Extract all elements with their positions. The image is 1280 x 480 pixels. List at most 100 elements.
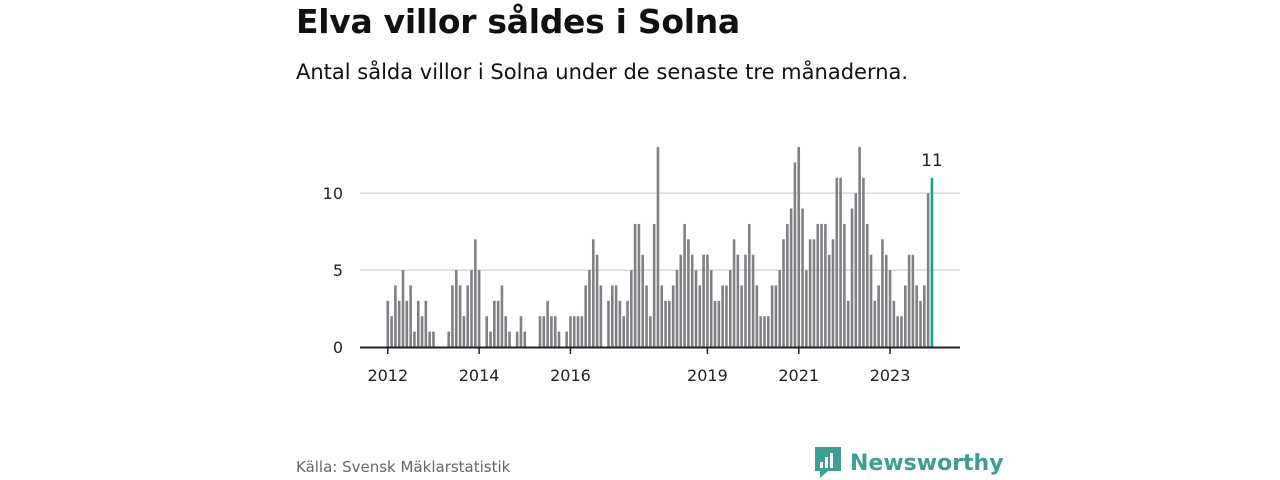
bar	[850, 208, 854, 347]
bar	[591, 239, 595, 347]
chart-title: Elva villor såldes i Solna	[296, 2, 740, 41]
bar	[428, 331, 431, 347]
bar	[477, 270, 481, 347]
bar	[420, 316, 424, 347]
bar	[550, 316, 553, 347]
bar	[660, 285, 664, 347]
bar	[702, 254, 705, 347]
bar	[485, 316, 489, 347]
bar	[645, 285, 648, 347]
bar	[679, 254, 683, 347]
bar	[607, 300, 610, 347]
bar	[923, 285, 926, 347]
bar	[390, 316, 393, 347]
bar	[668, 300, 671, 347]
bar	[504, 316, 508, 347]
bar	[820, 223, 823, 347]
bar	[588, 270, 591, 347]
bar	[630, 270, 633, 347]
bar	[763, 316, 766, 347]
bar	[839, 177, 842, 347]
bar	[926, 193, 930, 347]
bar	[405, 300, 409, 347]
bar	[622, 316, 626, 347]
bar	[915, 285, 918, 347]
bar	[835, 177, 839, 347]
bar	[671, 285, 675, 347]
newsworthy-logo[interactable]: Newsworthy	[814, 446, 1004, 480]
newsworthy-logo-icon	[815, 447, 841, 478]
bar	[432, 331, 435, 347]
bar	[523, 331, 527, 347]
bar	[877, 285, 880, 347]
bar	[881, 239, 884, 347]
bar	[888, 270, 892, 347]
bar	[466, 285, 470, 347]
bar	[576, 316, 580, 347]
bar	[782, 239, 785, 347]
bar	[409, 285, 412, 347]
bar	[884, 254, 888, 347]
highlight-bar	[930, 177, 934, 347]
bar	[553, 316, 557, 347]
bar	[721, 285, 724, 347]
bar	[508, 331, 511, 347]
bar	[675, 270, 679, 347]
bar	[728, 270, 732, 347]
bar	[580, 316, 584, 347]
bar	[542, 316, 546, 347]
bar	[767, 316, 770, 347]
bar	[786, 223, 789, 347]
bar	[759, 316, 762, 347]
bar	[565, 331, 568, 347]
bar	[618, 300, 622, 347]
bar	[907, 254, 911, 347]
bar	[649, 316, 652, 347]
bar	[736, 254, 740, 347]
bar	[690, 254, 694, 347]
bar	[846, 300, 850, 347]
bar	[489, 331, 492, 347]
bar	[496, 300, 500, 347]
bar	[744, 254, 747, 347]
bar	[805, 270, 808, 347]
bar	[462, 316, 466, 347]
bar	[858, 147, 861, 347]
bar	[470, 270, 473, 347]
bar	[610, 285, 614, 347]
x-tick-label: 2021	[778, 366, 819, 385]
highlight-label: 11	[921, 151, 943, 171]
bar	[626, 300, 629, 347]
bar	[854, 193, 858, 347]
bar	[397, 300, 401, 347]
bar	[454, 270, 458, 347]
bar	[447, 331, 450, 347]
bar	[413, 331, 416, 347]
bar	[808, 239, 812, 347]
bar	[713, 300, 717, 347]
bar	[652, 223, 656, 347]
x-tick-label: 2012	[367, 366, 408, 385]
bar	[903, 285, 907, 347]
bar	[797, 147, 801, 347]
bar	[641, 254, 645, 347]
bar	[599, 285, 603, 347]
bar	[911, 254, 915, 347]
bar	[827, 254, 831, 347]
bar	[584, 285, 587, 347]
bar	[793, 162, 797, 347]
y-tick-label: 0	[333, 338, 343, 357]
bar	[424, 300, 428, 347]
brand-name: Newsworthy	[850, 450, 1004, 476]
bar	[740, 285, 743, 347]
bar	[709, 270, 713, 347]
bar	[873, 300, 877, 347]
bar	[812, 239, 816, 347]
bar	[694, 270, 698, 347]
bar	[892, 300, 896, 347]
bar	[595, 254, 599, 347]
bar	[458, 285, 462, 347]
bar	[500, 285, 504, 347]
bar	[538, 316, 542, 347]
bar	[687, 239, 690, 347]
